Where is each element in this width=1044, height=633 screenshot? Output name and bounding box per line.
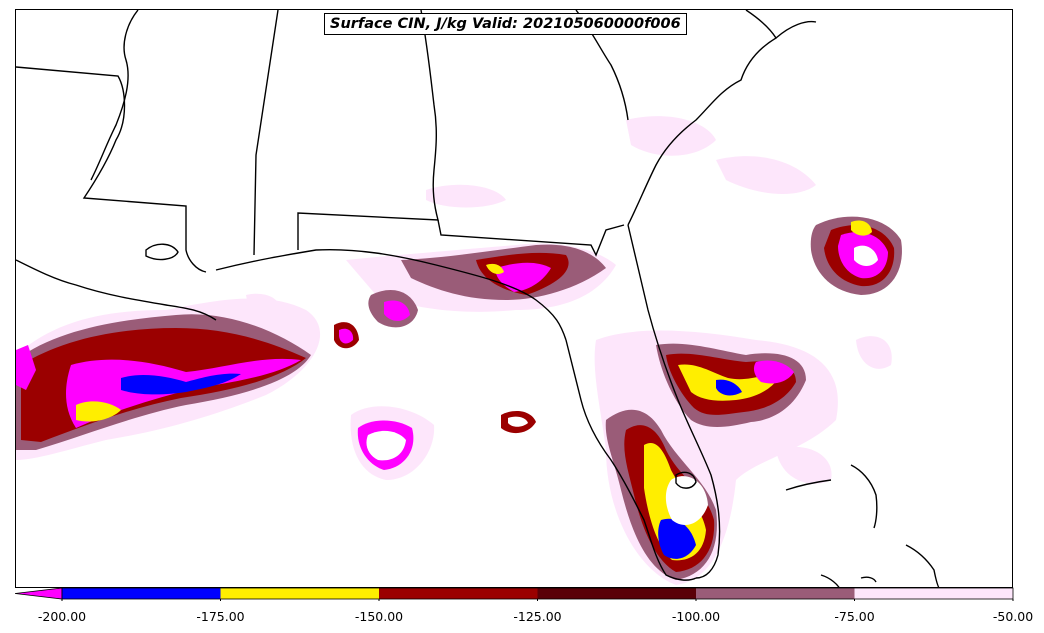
map-outlines [16,10,940,587]
cin-patch-3 [856,336,892,369]
colorbar-segment [854,588,1013,599]
coast-southeast [627,10,777,226]
cin-patch-2 [716,156,816,195]
state-line-fl-ga [437,219,625,257]
cin-band-west-yellow [76,401,121,422]
cin-band-east-magenta [753,360,794,384]
colorbar [15,587,1014,601]
cin-band-west-blue [121,373,241,395]
colorbar-tick-label: -175.00 [196,609,245,624]
lake-pontchartrain [145,243,179,261]
river-mississippi [90,10,139,181]
cin-patch-1 [626,116,716,156]
island-bahamas-3 [785,479,832,491]
colorbar-tick-label: -125.00 [513,609,562,624]
colorbar-tick-label: -75.00 [834,609,875,624]
island-bahamas-4 [820,574,840,587]
coast-florida-west [565,339,697,581]
state-line-al-ga [297,10,439,250]
cin-band-north-magenta [495,262,551,292]
cin-west-edge [16,345,36,390]
cin-cell-a-magenta [384,300,410,321]
cin-band-east-blue [716,379,742,396]
cin-patch-5 [776,446,832,484]
cin-cell-c-core [366,430,406,461]
colorbar-tick-label: -50.00 [992,609,1034,624]
cin-cell-east-core [854,245,878,266]
cin-patch-6 [426,184,506,208]
colorbar-extend-triangle [15,587,63,600]
cin-field [16,116,902,585]
colorbar-segment [62,588,221,599]
map-title: Surface CIN, J/kg Valid: 202105060000f00… [324,13,687,35]
state-line-ms-al [253,10,279,256]
colorbar-segment [220,588,379,599]
colorbar-tick-label: -200.00 [37,609,87,624]
cin-band-florida-blue [658,518,696,559]
colorbar-segment [696,588,855,599]
state-line-ms-la [16,66,207,273]
cin-cell-d-core [508,416,528,427]
cin-patch-4 [246,293,280,317]
coast-gulf-north [215,248,567,341]
map-canvas [16,10,940,587]
coast-carolina [775,20,817,39]
island-bahamas-2 [905,544,940,587]
island-bahamas-5 [860,576,877,583]
island-bahamas-1 [850,464,878,529]
cin-band-north-yellow [486,263,504,274]
cin-band-west-magenta [66,358,301,428]
coast-louisiana [16,259,217,321]
map-panel [15,9,1013,588]
cin-cell-b-magenta [339,328,354,344]
lake-okeechobee [675,471,697,489]
colorbar-tick-label: -100.00 [671,609,721,624]
coast-florida-east [627,224,721,579]
colorbar-segment [537,588,696,599]
cin-cell-east-yellow [851,220,872,236]
cin-band-florida-core [665,476,708,525]
colorbar-segment [379,588,538,599]
colorbar-tick-label: -150.00 [354,609,404,624]
